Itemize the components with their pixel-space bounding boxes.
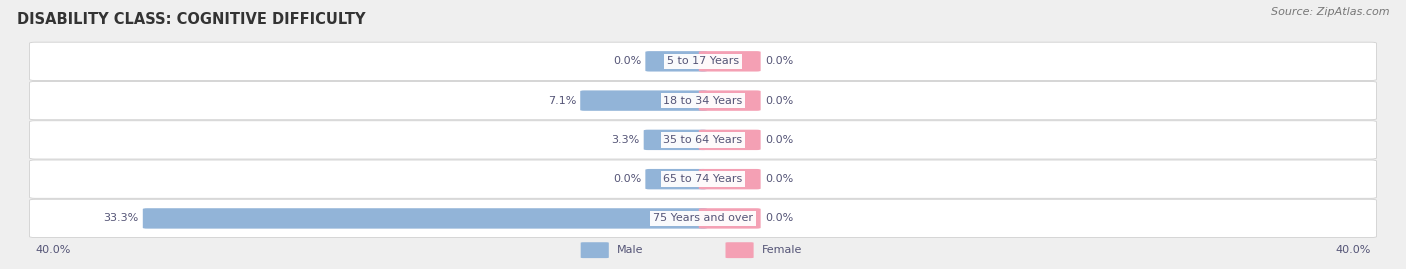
Text: 35 to 64 Years: 35 to 64 Years [664,135,742,145]
FancyBboxPatch shape [699,208,761,229]
FancyBboxPatch shape [30,42,1376,80]
FancyBboxPatch shape [581,90,707,111]
FancyBboxPatch shape [725,242,754,258]
Text: 0.0%: 0.0% [765,56,793,66]
FancyBboxPatch shape [699,169,761,189]
Text: 3.3%: 3.3% [612,135,640,145]
Text: 0.0%: 0.0% [765,95,793,106]
Text: 7.1%: 7.1% [548,95,576,106]
FancyBboxPatch shape [645,169,707,189]
Text: 40.0%: 40.0% [35,245,70,255]
FancyBboxPatch shape [644,130,707,150]
Text: Female: Female [762,245,803,255]
FancyBboxPatch shape [30,82,1376,120]
Text: 75 Years and over: 75 Years and over [652,213,754,224]
Text: 40.0%: 40.0% [1336,245,1371,255]
Text: 33.3%: 33.3% [103,213,139,224]
Text: 0.0%: 0.0% [613,56,641,66]
Text: 0.0%: 0.0% [613,174,641,184]
FancyBboxPatch shape [30,121,1376,159]
FancyBboxPatch shape [581,242,609,258]
Text: 65 to 74 Years: 65 to 74 Years [664,174,742,184]
Text: 0.0%: 0.0% [765,135,793,145]
Text: 0.0%: 0.0% [765,213,793,224]
Text: DISABILITY CLASS: COGNITIVE DIFFICULTY: DISABILITY CLASS: COGNITIVE DIFFICULTY [17,12,366,27]
FancyBboxPatch shape [143,208,707,229]
Text: Male: Male [617,245,644,255]
Text: Source: ZipAtlas.com: Source: ZipAtlas.com [1271,7,1389,17]
FancyBboxPatch shape [30,160,1376,198]
Text: 18 to 34 Years: 18 to 34 Years [664,95,742,106]
Text: 0.0%: 0.0% [765,174,793,184]
FancyBboxPatch shape [30,199,1376,238]
Text: 5 to 17 Years: 5 to 17 Years [666,56,740,66]
FancyBboxPatch shape [645,51,707,72]
FancyBboxPatch shape [699,90,761,111]
FancyBboxPatch shape [699,130,761,150]
FancyBboxPatch shape [699,51,761,72]
